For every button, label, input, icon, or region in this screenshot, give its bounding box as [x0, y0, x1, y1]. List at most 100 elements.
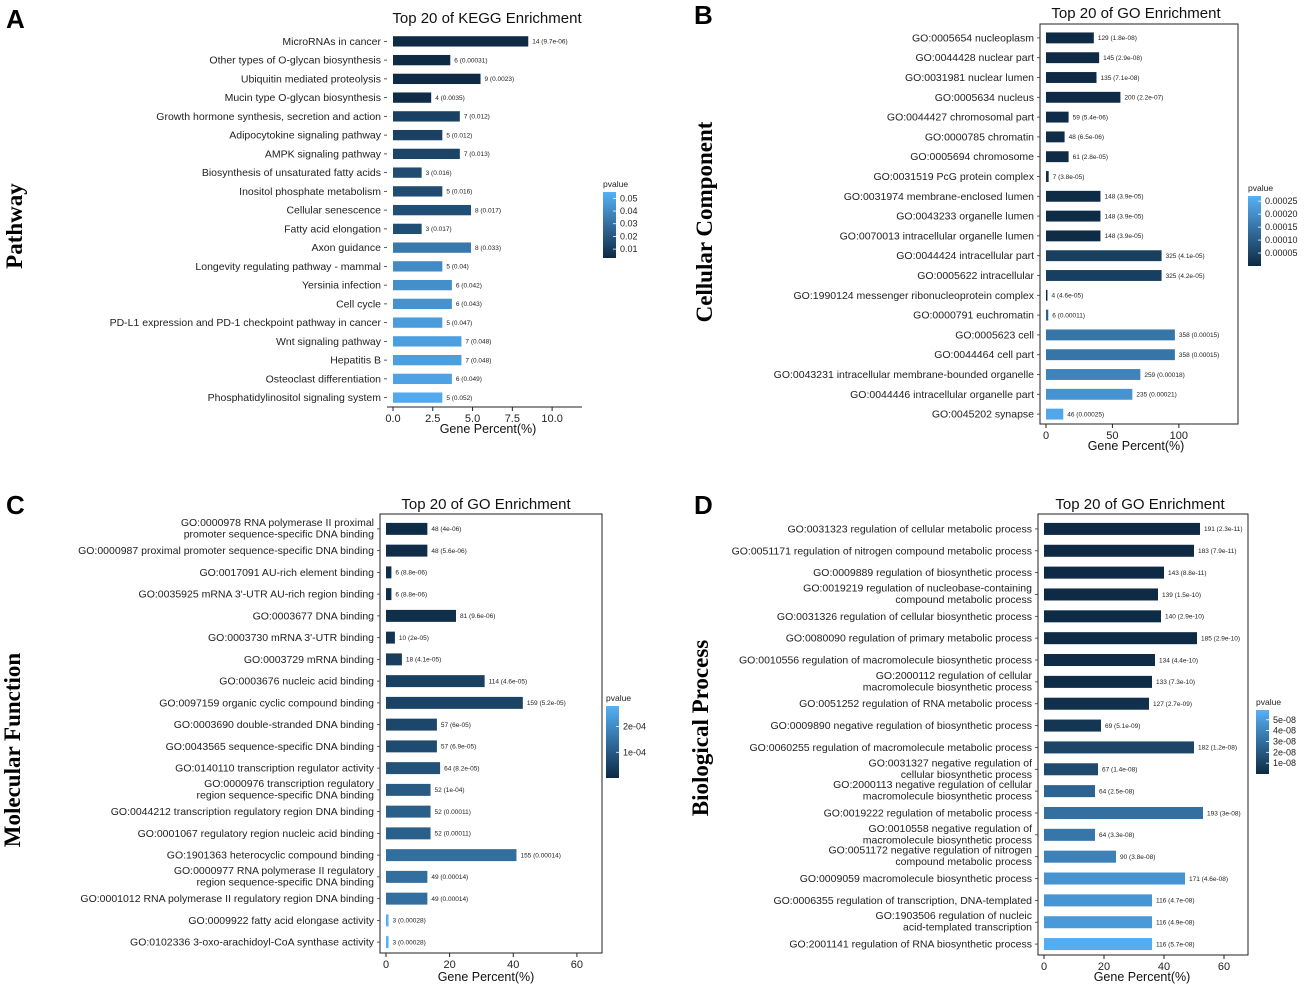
- xtick-label-c-3: 40: [507, 959, 519, 971]
- data-label-c-10: 57 (6e-05): [441, 722, 471, 729]
- legend-label-a-1: 0.05: [620, 193, 638, 203]
- data-label-a-19: 6 (0.049): [456, 376, 482, 383]
- data-label-c-9: 159 (5.2e-05): [527, 700, 566, 707]
- legend-label-a-4: 0.02: [620, 231, 638, 241]
- bar-a-6: [393, 129, 443, 141]
- legend-title-b: pvalue: [1248, 183, 1273, 193]
- category-label-d-18: GO:0006355 regulation of transcription, …: [773, 895, 1032, 907]
- bar-c-20: [386, 936, 389, 949]
- legend-label-d-5: 1e-08: [1273, 758, 1296, 768]
- category-label-a-6: Adipocytokine signaling pathway: [229, 130, 382, 142]
- data-label-a-6: 5 (0.012): [446, 132, 472, 139]
- chart-title-b: Top 20 of GO Enrichment: [1051, 5, 1221, 22]
- category-label-d-10: GO:0009890 negative regulation of biosyn…: [770, 720, 1032, 732]
- bar-c-8: [386, 675, 485, 688]
- xtick-label-c-2: 20: [444, 959, 456, 971]
- data-label-a-1: 14 (9.7e-06): [532, 39, 567, 46]
- category-label-b-6: GO:0000785 chromatin: [925, 131, 1034, 143]
- bar-b-6: [1046, 131, 1065, 143]
- legend-label-a-5: 0.01: [620, 244, 638, 254]
- xtick-label-a-4: 7.5: [505, 413, 520, 425]
- data-label-b-2: 145 (2.9e-08): [1103, 55, 1142, 62]
- category-label-a-15: Cell cycle: [336, 298, 381, 310]
- data-label-a-12: 8 (0.033): [475, 245, 501, 252]
- bar-c-5: [386, 609, 456, 622]
- category-label-d-3: GO:0009889 regulation of biosynthetic pr…: [813, 567, 1032, 579]
- category-label-b-14: GO:1990124 messenger ribonucleoprotein c…: [794, 290, 1035, 302]
- bar-d-12: [1044, 763, 1098, 776]
- xtick-label-b-1: 0: [1043, 430, 1049, 442]
- category-label-a-8: Biosynthesis of unsaturated fatty acids: [202, 167, 381, 179]
- category-label-c-7: GO:0003729 mRNA binding: [244, 654, 374, 666]
- data-label-d-10: 69 (5.1e-09): [1105, 723, 1140, 730]
- category-label-b-16: GO:0005623 cell: [955, 329, 1034, 341]
- data-label-c-18: 49 (0.00014): [431, 896, 468, 903]
- category-label-b-3: GO:0031981 nuclear lumen: [905, 72, 1034, 84]
- bar-a-4: [393, 92, 432, 103]
- data-label-c-2: 48 (5.6e-06): [431, 548, 466, 555]
- bar-b-2: [1046, 52, 1100, 64]
- data-label-b-4: 200 (2.2e-07): [1124, 95, 1163, 102]
- data-label-a-3: 9 (0.0023): [485, 76, 515, 83]
- category-label-c-6: GO:0003730 mRNA 3'-UTR binding: [208, 632, 374, 644]
- xlabel-d: Gene Percent(%): [1094, 970, 1191, 984]
- bar-c-11: [386, 740, 437, 753]
- data-label-b-8: 7 (3.8e-05): [1053, 174, 1085, 181]
- bar-d-9: [1044, 697, 1149, 710]
- category-label-b-2: GO:0044428 nuclear part: [916, 52, 1035, 64]
- bars-a: MicroRNAs in cancer 14 (9.7e-06) Other typ…: [110, 36, 638, 425]
- legend-label-d-2: 4e-08: [1273, 726, 1296, 736]
- bar-b-20: [1046, 408, 1064, 420]
- data-label-b-14: 4 (4.6e-05): [1051, 293, 1083, 300]
- bar-a-2: [393, 54, 451, 66]
- category-label-c-8: GO:0003676 nucleic acid binding: [219, 676, 374, 688]
- category-label-a-11: Fatty acid elongation: [284, 223, 381, 235]
- category-label-a-16: PD-L1 expression and PD-1 checkpoint pat…: [110, 317, 382, 329]
- data-label-c-4: 6 (8.8e-06): [395, 591, 427, 598]
- category-label-a-10: Cellular senescence: [286, 205, 381, 217]
- category-label-b-1: GO:0005654 nucleoplasm: [912, 32, 1034, 44]
- bar-c-16: [386, 849, 517, 862]
- bar-c-19: [386, 914, 389, 927]
- category-label-c-17: GO:0000977 RNA polymerase II regulatory r…: [174, 865, 375, 889]
- category-label-b-19: GO:0044446 intracellular organelle part: [850, 389, 1034, 401]
- legend-colorbar-b: [1248, 196, 1261, 266]
- data-label-c-15: 52 (0.00011): [435, 831, 471, 838]
- category-label-d-9: GO:0051252 regulation of RNA metabolic p…: [799, 698, 1032, 710]
- bars-b: GO:0005654 nucleoplasm 129 (1.8e-08) GO:00…: [774, 23, 1298, 442]
- data-label-c-7: 18 (4.1e-05): [406, 657, 441, 664]
- category-label-a-4: Mucin type O-glycan biosynthesis: [225, 92, 381, 104]
- data-label-a-9: 5 (0.016): [446, 189, 472, 196]
- category-label-d-7: GO:0010556 regulation of macromolecule b…: [739, 655, 1032, 667]
- bar-a-9: [393, 186, 443, 197]
- data-label-b-12: 325 (4.1e-05): [1166, 253, 1205, 260]
- bar-c-15: [386, 827, 431, 840]
- ylabel-c: Molecular Function: [0, 653, 25, 848]
- data-label-c-6: 10 (2e-05): [399, 635, 429, 642]
- category-label-a-20: Phosphatidylinositol signaling system: [208, 392, 382, 404]
- bar-a-11: [393, 223, 422, 235]
- xlabel-c: Gene Percent(%): [438, 970, 535, 984]
- category-label-c-19: GO:0009922 fatty acid elongase activity: [188, 915, 374, 927]
- data-label-b-20: 46 (0.00025): [1067, 411, 1104, 418]
- legend-label-b-3: 0.00015: [1265, 222, 1298, 232]
- ylabel-a: Pathway: [2, 183, 27, 269]
- chart-title-c: Top 20 of GO Enrichment: [401, 496, 571, 513]
- data-label-d-14: 193 (3e-08): [1207, 810, 1241, 817]
- category-label-b-5: GO:0044427 chromosomal part: [887, 112, 1034, 124]
- bar-a-13: [393, 261, 443, 272]
- xtick-label-c-4: 60: [571, 959, 583, 971]
- data-label-d-12: 67 (1.4e-08): [1102, 767, 1137, 774]
- category-label-a-18: Hepatitis B: [330, 355, 381, 367]
- data-label-b-11: 148 (3.9e-05): [1104, 233, 1143, 240]
- category-label-a-1: MicroRNAs in cancer: [282, 36, 381, 48]
- data-label-d-16: 90 (3.8e-08): [1120, 854, 1155, 861]
- category-label-b-12: GO:0044424 intracellular part: [896, 250, 1034, 262]
- panel-letter-c: C: [6, 490, 25, 520]
- bar-d-6: [1044, 632, 1197, 645]
- xtick-label-a-3: 5.0: [465, 413, 480, 425]
- data-label-b-18: 259 (0.00018): [1144, 372, 1184, 379]
- data-label-c-3: 6 (8.8e-06): [395, 570, 427, 577]
- panel-c: C Molecular Function Top 20 of GO Enrich…: [0, 490, 646, 984]
